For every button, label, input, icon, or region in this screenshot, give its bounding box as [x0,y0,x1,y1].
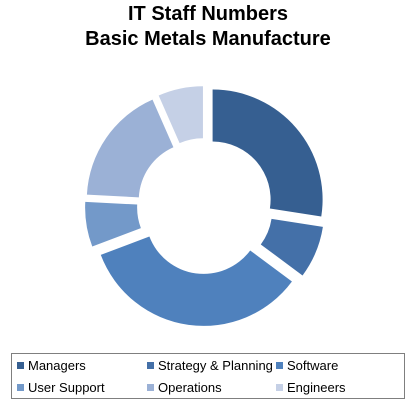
chart-subtitle: Basic Metals Manufacture [85,28,331,50]
slice-user-support [85,201,141,247]
legend-swatch [17,384,24,391]
slice-managers [212,89,323,217]
legend-item-managers: Managers [17,358,86,373]
legend-item-strategy-planning: Strategy & Planning [147,358,273,373]
legend-swatch [276,384,283,391]
legend-label: Engineers [287,380,346,395]
slice-strategy-planning [260,218,323,276]
legend-item-user-support: User Support [17,380,105,395]
legend-swatch [147,362,154,369]
legend-label: Operations [158,380,222,395]
slice-software [100,236,292,326]
legend-swatch [17,362,24,369]
legend-item-operations: Operations [147,380,222,395]
slice-engineers [158,86,203,144]
chart-title: IT Staff Numbers [127,3,289,25]
legend-label: User Support [28,380,105,395]
legend-label: Strategy & Planning [158,358,273,373]
legend-label: Managers [28,358,86,373]
legend-swatch [147,384,154,391]
legend-item-engineers: Engineers [276,380,346,395]
legend-item-software: Software [276,358,338,373]
legend-label: Software [287,358,339,373]
donut-chart [85,86,323,326]
chart-legend: Managers Strategy & Planning Software Us… [11,353,405,399]
legend-swatch [276,362,283,369]
slice-operations [86,99,174,198]
